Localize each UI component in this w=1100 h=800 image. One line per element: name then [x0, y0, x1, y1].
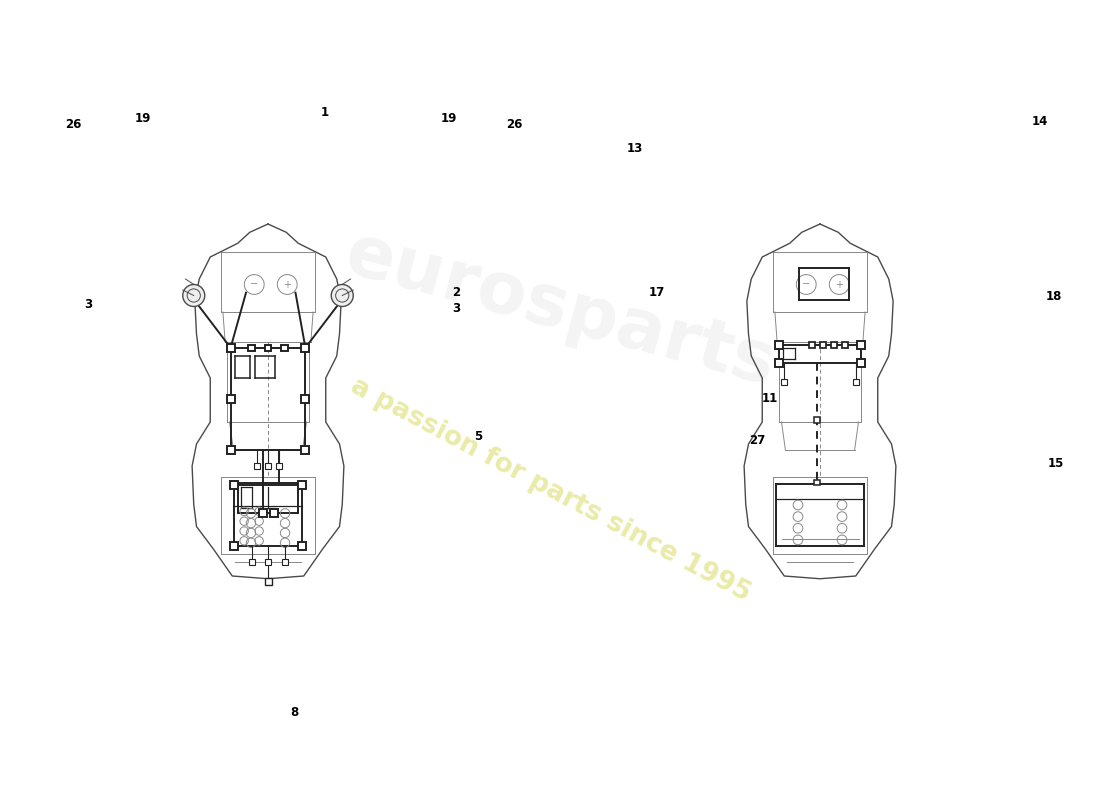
Text: 8: 8: [290, 706, 299, 718]
Text: −: −: [802, 279, 811, 290]
Text: 27: 27: [749, 434, 764, 446]
Text: 13: 13: [627, 142, 642, 154]
Text: −: −: [250, 279, 258, 290]
Bar: [830, 342, 837, 348]
Bar: [227, 344, 234, 352]
Text: 11: 11: [762, 392, 778, 405]
Text: 3: 3: [452, 302, 461, 314]
Bar: [814, 417, 821, 422]
Text: 15: 15: [1048, 458, 1064, 470]
Text: 26: 26: [507, 118, 522, 130]
Bar: [808, 342, 815, 348]
Bar: [774, 341, 783, 349]
Bar: [774, 358, 783, 366]
Text: 17: 17: [649, 286, 664, 298]
Text: a passion for parts since 1995: a passion for parts since 1995: [345, 373, 755, 607]
Bar: [301, 394, 309, 402]
Bar: [276, 463, 282, 469]
Bar: [857, 341, 866, 349]
Bar: [857, 358, 866, 366]
Bar: [781, 379, 788, 385]
Bar: [254, 463, 260, 469]
Bar: [264, 578, 272, 585]
Bar: [842, 342, 848, 348]
Circle shape: [183, 285, 205, 306]
Text: 2: 2: [452, 286, 461, 298]
Text: 3: 3: [84, 298, 92, 310]
Text: 14: 14: [1032, 115, 1047, 128]
Bar: [265, 345, 272, 351]
Text: 18: 18: [1046, 290, 1062, 302]
Text: 5: 5: [474, 430, 483, 442]
Bar: [265, 559, 271, 566]
Text: +: +: [835, 279, 844, 290]
Text: 26: 26: [66, 118, 81, 130]
Text: +: +: [284, 279, 292, 290]
Bar: [270, 509, 277, 517]
Text: 1: 1: [320, 106, 329, 118]
Bar: [249, 345, 255, 351]
Bar: [298, 482, 306, 490]
Bar: [301, 446, 309, 454]
Text: eurosparts: eurosparts: [338, 219, 782, 401]
Text: 19: 19: [135, 112, 151, 125]
Bar: [230, 482, 238, 490]
Bar: [814, 480, 821, 486]
Bar: [298, 542, 306, 550]
Bar: [227, 394, 234, 402]
Bar: [230, 542, 238, 550]
Bar: [282, 559, 287, 566]
Bar: [301, 344, 309, 352]
Bar: [265, 463, 271, 469]
Bar: [249, 559, 254, 566]
Bar: [258, 509, 266, 517]
Bar: [820, 342, 826, 348]
Bar: [282, 345, 288, 351]
Circle shape: [331, 285, 353, 306]
Bar: [852, 379, 859, 385]
Bar: [227, 446, 234, 454]
Text: 19: 19: [441, 112, 456, 125]
